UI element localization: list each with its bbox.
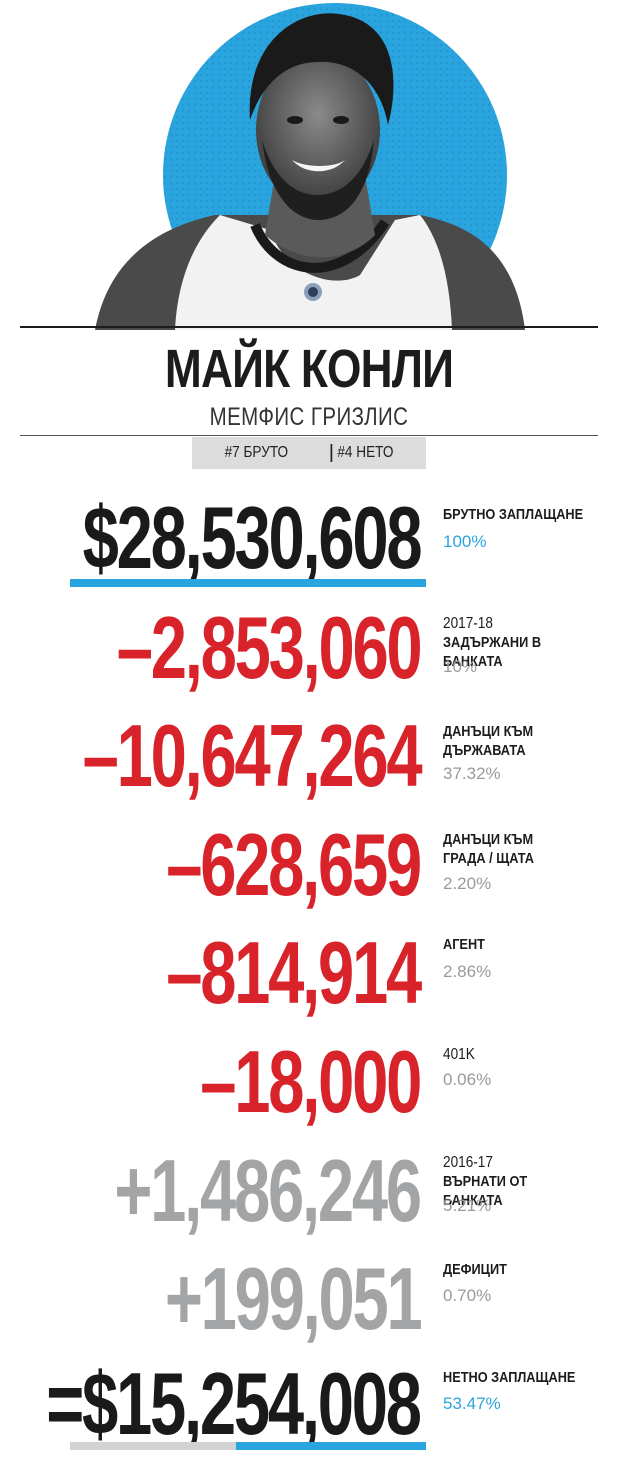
player-name: МАЙК КОНЛИ	[164, 339, 454, 399]
bank-returned-year: 2016-17	[443, 1154, 493, 1171]
bank-held-label: ЗАДЪРЖАНИ В БАНКАТА	[443, 634, 542, 670]
rank-net: #4 НЕТО	[330, 444, 394, 462]
gross-label: БРУТНО ЗАПЛАЩАНЕ	[443, 506, 584, 523]
rank-gross: #7 БРУТО	[224, 444, 288, 461]
bank-held-amount: –2,853,060	[116, 598, 422, 697]
bank-held-year: 2017-18	[443, 615, 493, 632]
bank-returned-label: ВЪРНАТИ ОТ БАНКАТА	[443, 1173, 528, 1209]
net-amount: =$15,254,008	[46, 1354, 422, 1453]
gross-percent: 100%	[443, 532, 487, 551]
deficit-percent: 0.70%	[443, 1286, 492, 1305]
bank-held-percent: 10%	[443, 657, 478, 676]
team-name: МЕМФИС ГРИЗЛИС	[209, 403, 409, 431]
gross-underline	[70, 579, 426, 587]
rank-bar: #7 БРУТО #4 НЕТО	[192, 437, 426, 469]
header-top-rule	[20, 326, 598, 328]
federal-tax-amount: –10,647,264	[82, 706, 422, 805]
401k-amount: –18,000	[200, 1032, 422, 1131]
city-tax-label: ДАНЪЦИ КЪМ ГРАДА / ЩАТА	[443, 831, 534, 867]
agent-percent: 2.86%	[443, 962, 492, 981]
net-label: НЕТНО ЗАПЛАЩАНЕ	[443, 1369, 576, 1386]
401k-percent: 0.06%	[443, 1070, 492, 1089]
bank-returned-amount: +1,486,246	[114, 1141, 422, 1240]
net-percent: 53.47%	[443, 1394, 501, 1413]
player-portrait	[0, 0, 618, 330]
net-share-bar-fill	[235, 1442, 426, 1450]
federal-tax-percent: 37.32%	[443, 764, 501, 783]
agent-amount: –814,914	[166, 923, 422, 1022]
gross-amount: $28,530,608	[82, 488, 422, 587]
team-logo-icon	[304, 283, 322, 301]
deficit-amount: +199,051	[164, 1249, 422, 1348]
bank-returned-percent: 5.21%	[443, 1196, 492, 1215]
deficit-label: ДЕФИЦИТ	[443, 1261, 507, 1278]
city-tax-amount: –628,659	[166, 815, 422, 914]
agent-label: АГЕНТ	[443, 936, 485, 953]
city-tax-percent: 2.20%	[443, 874, 492, 893]
net-share-bar	[70, 1442, 426, 1450]
header-bottom-rule	[20, 435, 598, 436]
401k-label: 401K	[443, 1046, 475, 1063]
federal-tax-label: ДАНЪЦИ КЪМ ДЪРЖАВАТА	[443, 723, 534, 759]
